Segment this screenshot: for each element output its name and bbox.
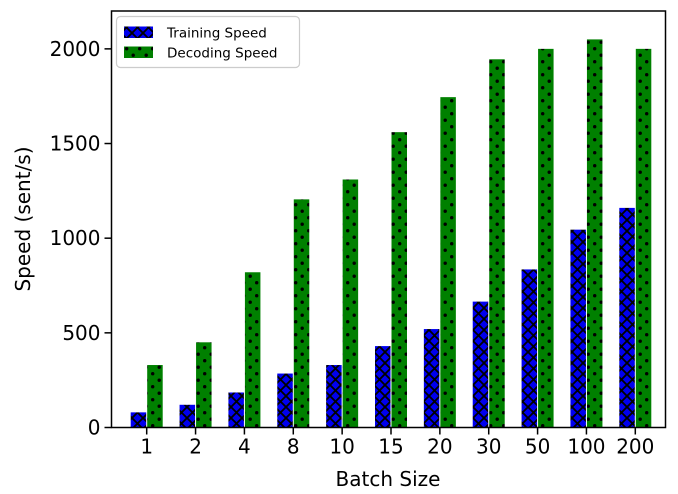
legend-swatch-training-speed: [124, 26, 153, 38]
bar-training-8: [277, 373, 293, 428]
bar-decoding-4: [244, 272, 261, 428]
bar-decoding-100: [586, 39, 603, 428]
bar-decoding-200: [635, 48, 652, 428]
bar-decoding-2: [196, 342, 212, 428]
legend: Training Speed Decoding Speed: [115, 15, 301, 69]
bar-training-10: [326, 365, 342, 428]
x-tick-label: 50: [525, 435, 550, 459]
axes-frame: [110, 10, 667, 429]
y-tick-label: 500: [62, 321, 100, 345]
x-tick-label: 4: [238, 435, 251, 459]
legend-label-training-speed: Training Speed: [166, 26, 267, 42]
bar-training-100: [570, 229, 586, 428]
bar-decoding-15: [391, 132, 407, 428]
x-tick-label: 15: [378, 435, 403, 459]
bar-training-15: [375, 346, 391, 428]
bar-decoding-50: [538, 48, 554, 428]
bar-decoding-8: [293, 199, 310, 428]
plot-area: 0 500 1000 1500 2000 1 2 4 8 10 15 20 30 50 100 200: [50, 10, 667, 459]
y-tick-label: 1000: [50, 226, 101, 250]
legend-swatch-decoding-speed: [124, 46, 153, 58]
x-tick-label: 8: [287, 435, 300, 459]
x-tick-label: 10: [329, 435, 354, 459]
bar-training-200: [619, 207, 635, 428]
bar-training-20: [423, 329, 440, 428]
x-tick-label: 200: [616, 435, 654, 459]
legend-box: [115, 15, 301, 69]
y-tick-label: 2000: [50, 37, 101, 61]
x-tick-label: 2: [189, 435, 202, 459]
bar-training-2: [179, 404, 196, 428]
bar-decoding-1: [147, 365, 163, 428]
bar-decoding-20: [440, 97, 456, 428]
bar-training-1: [130, 412, 147, 428]
x-tick-label: 100: [567, 435, 605, 459]
bar-decoding-30: [489, 59, 505, 428]
y-tick-label: 0: [88, 416, 101, 440]
bar-training-50: [521, 269, 538, 428]
x-axis-title: Batch Size: [336, 467, 441, 491]
x-tick-label: 1: [140, 435, 153, 459]
x-tick-label: 20: [427, 435, 452, 459]
bar-training-4: [228, 392, 244, 428]
bar-training-30: [472, 301, 489, 428]
x-tick-label: 30: [476, 435, 501, 459]
bar-decoding-10: [342, 179, 359, 428]
y-axis-title: Speed (sent/s): [11, 146, 35, 291]
legend-label-decoding-speed: Decoding Speed: [167, 46, 277, 62]
y-tick-label: 1500: [50, 132, 101, 156]
